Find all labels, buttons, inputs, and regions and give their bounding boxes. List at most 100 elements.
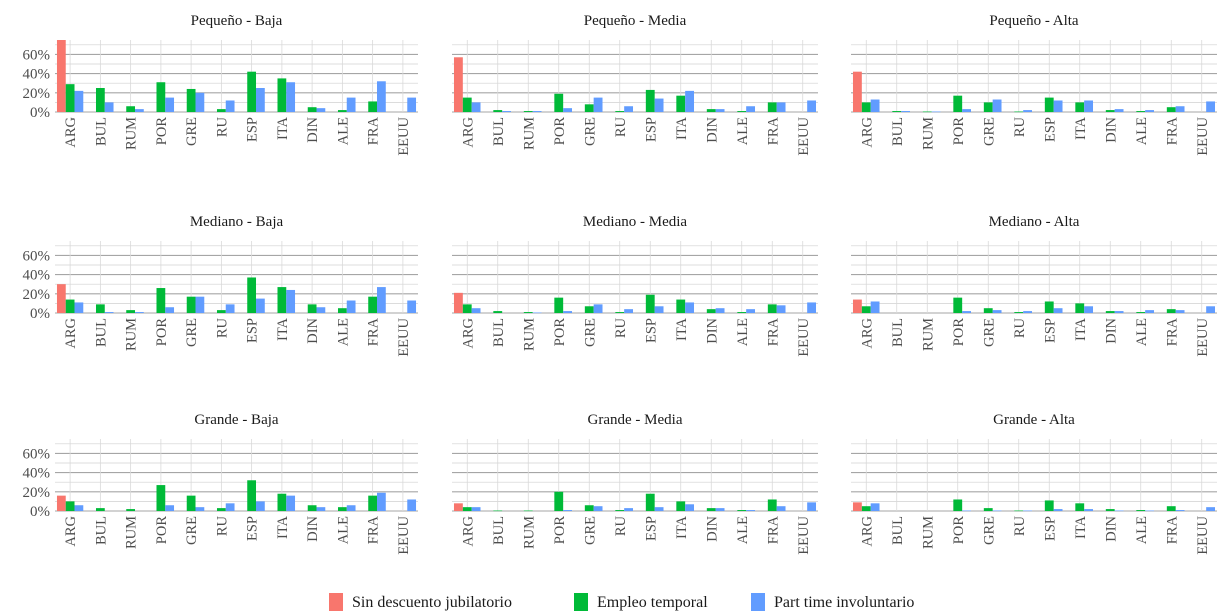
x-tick-label: RU [613,515,629,536]
x-tick-label: EEUU [796,317,812,356]
bar-empleo-temporal-arg [462,507,472,511]
bar-sin-descuento-jubilatorio-arg [56,40,66,112]
x-tick-label: RU [613,317,629,338]
bar-part-time-involuntario-eeuu [1206,507,1216,511]
x-tick-label: ALE [335,516,351,544]
x-tick-label: POR [951,516,967,545]
bar-part-time-involuntario-eeuu [807,100,817,112]
x-tick-label: FRA [1164,116,1180,145]
bar-part-time-involuntario-eeuu [407,499,417,511]
bar-empleo-temporal-ita [277,493,287,511]
bar-empleo-temporal-fra [1166,107,1176,112]
bar-empleo-temporal-fra [767,102,777,112]
x-tick-label: DIN [704,317,720,343]
x-tick-label: EEUU [796,515,812,554]
bar-part-time-involuntario-ale [746,510,756,511]
bar-part-time-involuntario-fra [377,81,386,112]
panel-pequeno-baja: Pequeño - Baja 0% 20% 40% 60% ARG BUL RUM POR GRE… [23,13,418,156]
x-tick-label: DIN [704,515,720,541]
x-tick-label: GRE [184,516,200,545]
bar-empleo-temporal-por [156,82,166,112]
x-tick-label: ARG [859,116,875,147]
panel-title: Mediano - Alta [989,214,1080,230]
bar-part-time-involuntario-gre [992,310,1002,313]
bar-part-time-involuntario-rum [532,312,542,314]
bar-empleo-temporal-por [554,491,564,511]
y-tick-label: 0% [30,306,50,322]
bar-part-time-involuntario-arg [74,505,84,511]
x-tick-label: ARG [460,515,476,546]
bar-empleo-temporal-esp [1044,97,1054,112]
x-tick-label: RU [613,116,629,137]
bar-sin-descuento-jubilatorio-arg [56,284,66,313]
x-tick-label: BUL [890,318,906,347]
bar-part-time-involuntario-fra [1175,510,1185,511]
bar-empleo-temporal-ru [216,310,226,313]
x-tick-label: RU [1012,317,1028,338]
x-tick-label: GRE [582,516,598,545]
bar-part-time-involuntario-ru [624,309,634,313]
bar-part-time-involuntario-gre [992,99,1002,112]
bar-empleo-temporal-rum [523,510,533,512]
bar-part-time-involuntario-rum [135,109,144,112]
x-tick-label: POR [154,117,170,146]
bar-part-time-involuntario-esp [256,88,265,112]
bar-part-time-involuntario-ru [1023,311,1033,313]
bar-part-time-involuntario-fra [776,305,786,313]
bar-part-time-involuntario-gre [593,97,603,112]
bar-part-time-involuntario-ru [1023,110,1033,112]
bar-part-time-involuntario-ale [1145,310,1155,313]
panel-title: Pequeño - Media [584,13,687,29]
bar-part-time-involuntario-din [1114,109,1124,112]
bar-empleo-temporal-ale [737,510,747,511]
bar-empleo-temporal-gre [186,88,196,112]
bar-empleo-temporal-arg [861,306,871,313]
x-tick-label: ALE [735,516,751,544]
x-tick-label: POR [552,318,568,347]
bar-empleo-temporal-ita [1075,303,1085,313]
x-tick-label: GRE [582,117,598,146]
x-tick-label: RUM [124,318,140,351]
bar-part-time-involuntario-por [962,510,972,512]
bar-empleo-temporal-bul [493,311,503,313]
x-tick-label: ITA [275,515,291,539]
bar-part-time-involuntario-din [316,307,326,313]
bar-part-time-involuntario-ru [225,100,235,112]
bar-part-time-involuntario-gre [593,506,603,511]
x-tick-label: RU [1012,116,1028,137]
legend-swatch-sin-descuento-jubilatorio [329,593,343,611]
panel-title: Grande - Alta [993,412,1075,428]
bar-part-time-involuntario-ita [1084,509,1094,511]
x-tick-label: ARG [63,317,79,348]
bar-part-time-involuntario-esp [654,306,664,313]
legend-label-empleo-temporal: Empleo temporal [597,594,708,611]
bar-part-time-involuntario-bul [901,111,911,112]
bar-empleo-temporal-gre [584,104,594,112]
bar-part-time-involuntario-din [316,108,326,112]
bar-part-time-involuntario-rum [135,312,144,313]
bar-part-time-involuntario-bul [104,102,114,112]
x-tick-label: BUL [491,318,507,347]
x-tick-label: ITA [674,116,690,140]
panel-grande-media: Grande - Media ARG BUL RUM POR GRE RU ESP ITA DIN… [452,412,818,555]
bar-part-time-involuntario-por [165,307,175,313]
bar-empleo-temporal-esp [247,71,257,112]
x-tick-label: GRE [981,117,997,146]
bar-part-time-involuntario-eeuu [1206,306,1216,313]
bar-empleo-temporal-arg [462,97,472,112]
bar-empleo-temporal-bul [95,88,105,112]
bar-part-time-involuntario-eeuu [407,300,417,313]
bar-part-time-involuntario-arg [870,301,880,313]
x-tick-label: RUM [521,318,537,351]
bar-part-time-involuntario-esp [654,507,664,511]
bar-sin-descuento-jubilatorio-arg [852,299,862,313]
x-tick-label: BUL [890,117,906,146]
bar-part-time-involuntario-por [962,109,972,112]
bar-empleo-temporal-din [706,508,716,511]
bar-empleo-temporal-fra [368,495,378,511]
y-tick-label: 0% [30,105,50,121]
x-tick-label: ARG [460,116,476,147]
x-tick-label: FRA [1164,317,1180,346]
bar-empleo-temporal-fra [767,499,777,511]
